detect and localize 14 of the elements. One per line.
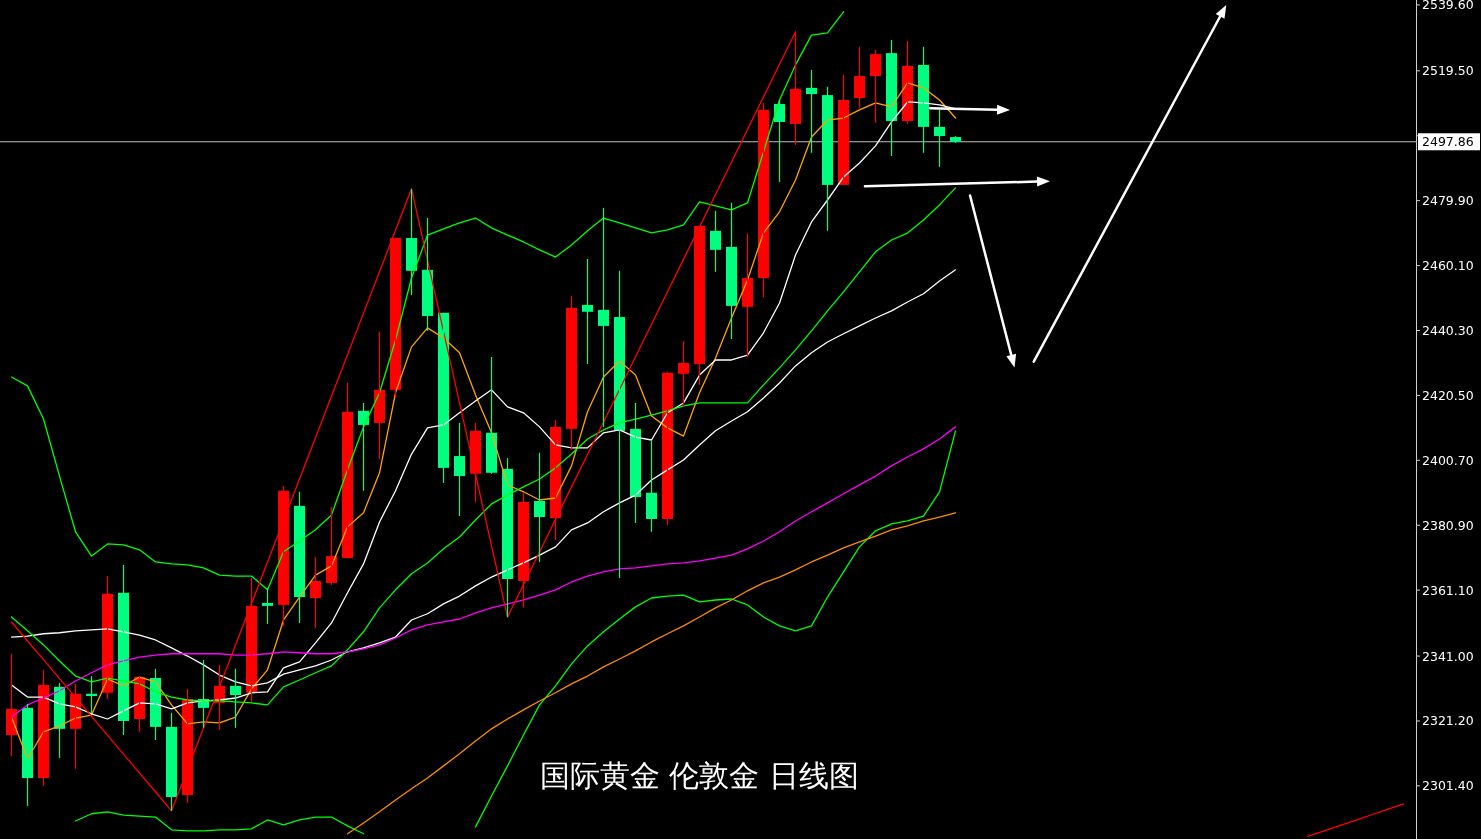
y-tick-label: 2400.70 (1422, 452, 1474, 468)
y-tick-label: 2479.90 (1422, 193, 1474, 209)
text: 国际黄金 伦敦金 日线图 (539, 758, 860, 794)
y-tick-label: 2420.50 (1422, 387, 1474, 403)
y-tick-label: 2460.10 (1422, 258, 1474, 274)
y-tick-label: 2519.50 (1422, 63, 1474, 79)
ref-line-label: 2497.86 (1422, 134, 1474, 150)
y-tick-label: 2440.30 (1422, 322, 1474, 338)
y-tick-label: 2321.20 (1422, 713, 1474, 729)
y-tick-label: 2341.00 (1422, 648, 1474, 664)
y-tick-label: 2380.90 (1422, 517, 1474, 533)
y-tick-label: 2539.60 (1422, 0, 1474, 13)
y-tick-label: 2301.40 (1422, 778, 1474, 794)
y-tick-label: 2361.10 (1422, 582, 1474, 598)
